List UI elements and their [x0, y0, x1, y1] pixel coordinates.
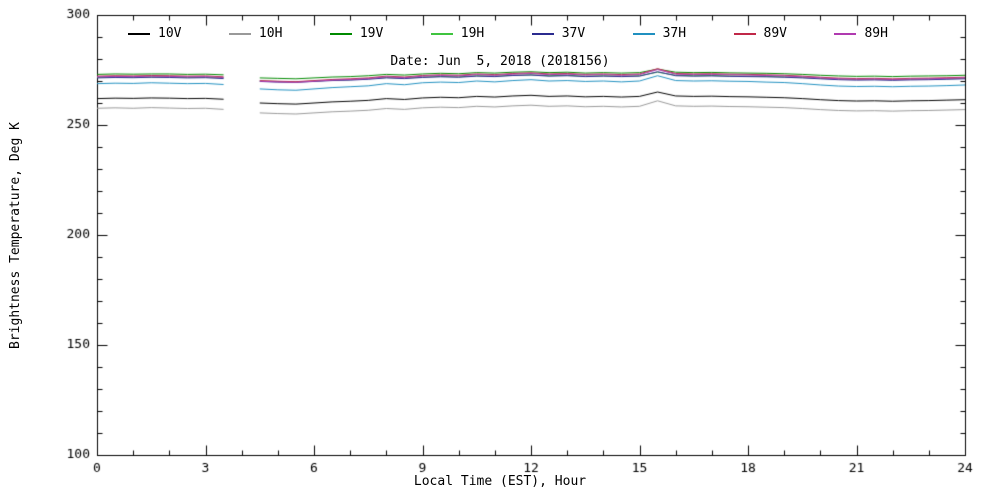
date-annotation: Date: Jun 5, 2018 (2018156) — [390, 54, 610, 69]
y-axis-label: Brightness Temperature, Deg K — [7, 121, 23, 349]
y-axis-label-wrap: Brightness Temperature, Deg K — [6, 15, 24, 455]
x-axis-label: Local Time (EST), Hour — [413, 474, 587, 489]
